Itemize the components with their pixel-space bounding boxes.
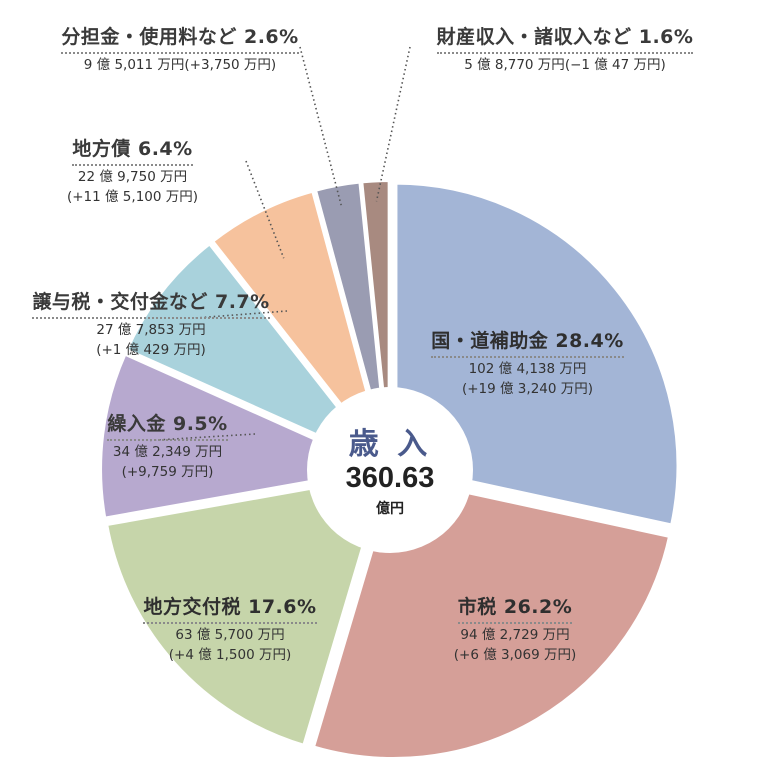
slice-change: (+4 億 1,500 万円) [168, 647, 292, 663]
slice-label-charges-fees: 分担金・使用料など 2.6% 9 億 5,011 万円(+3,750 万円) [30, 22, 330, 74]
slice-percent: 9.5% [172, 413, 228, 435]
slice-amount: 22 億 9,750 万円 [77, 169, 188, 185]
slice-percent: 2.6% [243, 26, 299, 48]
slice-change: (+19 億 3,240 万円) [461, 381, 594, 397]
slice-percent: 7.7% [214, 291, 270, 313]
slice-label-transfer-tax: 譲与税・交付金など 7.7% 27 億 7,853 万円 (+1 億 429 万… [6, 287, 296, 359]
center-title: 歳 入 [348, 427, 432, 462]
slice-name: 地方債 6.4% [72, 134, 193, 166]
slice-name: 地方交付税 17.6% [143, 592, 317, 624]
slice-name: 繰入金 9.5% [107, 409, 228, 441]
slice-name: 国・道補助金 28.4% [431, 326, 624, 358]
center-hole [307, 387, 473, 553]
slice-label-city-tax: 市税 26.2% 94 億 2,729 万円 (+6 億 3,069 万円) [410, 592, 620, 664]
slice-label-local-bonds: 地方債 6.4% 22 億 9,750 万円 (+11 億 5,100 万円) [20, 134, 245, 206]
slice-change: (+6 億 3,069 万円) [453, 647, 577, 663]
slice-amount: 63 億 5,700 万円 [175, 627, 285, 643]
pie-slice [124, 241, 387, 468]
slice-name: 譲与税・交付金など 7.7% [32, 287, 270, 319]
leader-lines [149, 46, 411, 442]
center-total: 360.63 [345, 462, 435, 494]
pie-slices [98, 178, 681, 762]
slice-name: 分担金・使用料など 2.6% [61, 22, 299, 54]
slice-amount: 102 億 4,138 万円 [468, 361, 587, 377]
slice-change: (+9,759 万円) [121, 464, 214, 480]
leader-line [375, 46, 411, 202]
slice-percent: 17.6% [248, 596, 317, 618]
leader-line [245, 160, 285, 259]
leader-line [195, 310, 288, 319]
slice-percent: 1.6% [638, 26, 694, 48]
slice-change: (+11 億 5,100 万円) [66, 189, 199, 205]
slice-amount-with-change: 5 億 8,770 万円(−1 億 47 万円) [464, 57, 666, 73]
slice-amount: 27 億 7,853 万円 [96, 322, 206, 338]
slice-percent: 28.4% [555, 330, 624, 352]
slice-change: (+1 億 429 万円) [96, 342, 206, 358]
pie-slice [210, 188, 389, 466]
slice-amount-with-change: 9 億 5,011 万円(+3,750 万円) [83, 57, 277, 73]
slice-label-local-allocation-tax: 地方交付税 17.6% 63 億 5,700 万円 (+4 億 1,500 万円… [120, 592, 340, 664]
slice-percent: 26.2% [503, 596, 573, 618]
center-unit: 億円 [376, 501, 404, 517]
slice-label-property-income: 財産収入・諸収入など 1.6% 5 億 8,770 万円(−1 億 47 万円) [405, 22, 725, 74]
slice-name: 財産収入・諸収入など 1.6% [436, 22, 694, 54]
leader-line [299, 46, 343, 206]
slice-label-transfers: 繰入金 9.5% 34 億 2,349 万円 (+9,759 万円) [75, 409, 260, 481]
slice-percent: 6.4% [137, 138, 193, 160]
slice-amount: 94 億 2,729 万円 [460, 627, 570, 643]
slice-name: 市税 26.2% [457, 592, 573, 624]
slice-amount: 34 億 2,349 万円 [112, 444, 223, 460]
slice-label-national-subsidy: 国・道補助金 28.4% 102 億 4,138 万円 (+19 億 3,240… [415, 326, 640, 398]
pie-slice [104, 472, 387, 748]
